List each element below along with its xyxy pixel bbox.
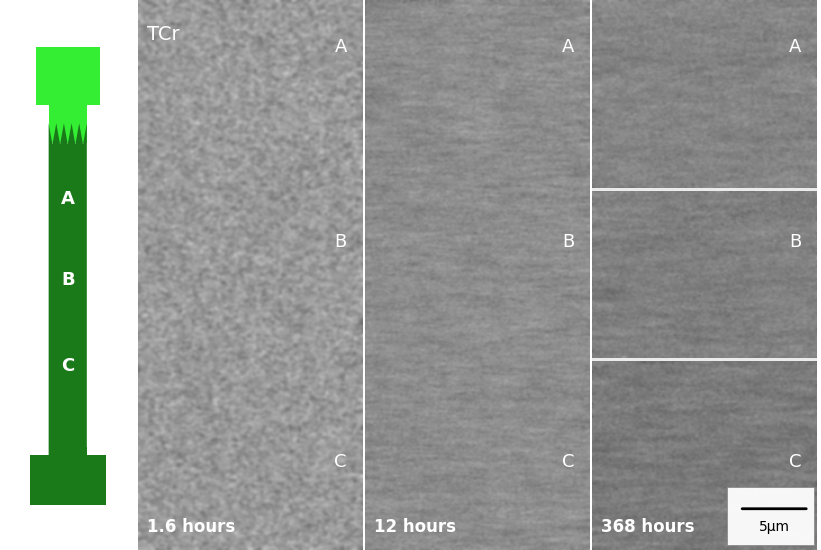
Text: 368 hours: 368 hours	[601, 518, 695, 536]
Polygon shape	[48, 123, 87, 462]
Text: A: A	[61, 190, 75, 208]
Text: 5μm: 5μm	[759, 520, 790, 534]
Bar	[48, 103, 87, 144]
Text: A: A	[562, 39, 574, 57]
Text: 1.6 hours: 1.6 hours	[147, 518, 235, 536]
FancyBboxPatch shape	[727, 487, 814, 544]
Text: C: C	[334, 453, 347, 471]
Bar	[36, 47, 99, 106]
Text: C: C	[789, 453, 801, 471]
Text: B: B	[61, 271, 75, 289]
Text: A: A	[334, 39, 347, 57]
Bar	[48, 447, 87, 462]
Text: C: C	[61, 357, 75, 375]
Text: B: B	[562, 233, 574, 251]
Text: A: A	[789, 39, 801, 57]
Text: 12 hours: 12 hours	[374, 518, 456, 536]
Bar	[30, 455, 106, 505]
Text: B: B	[789, 233, 801, 251]
Text: C: C	[562, 453, 574, 471]
Text: TCr: TCr	[147, 25, 180, 44]
Text: B: B	[335, 233, 347, 251]
